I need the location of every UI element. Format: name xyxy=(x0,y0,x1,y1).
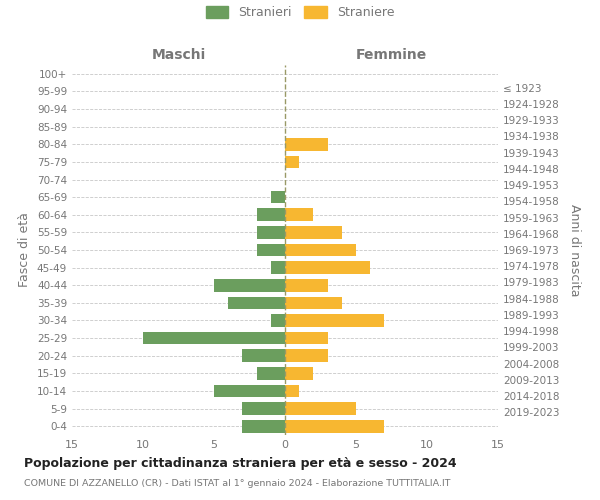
Bar xyxy=(285,314,385,327)
Bar xyxy=(214,384,285,398)
Bar xyxy=(285,367,313,380)
Bar xyxy=(242,420,285,432)
Bar xyxy=(214,279,285,291)
Bar xyxy=(242,350,285,362)
Bar xyxy=(257,367,285,380)
Bar xyxy=(242,402,285,415)
Legend: Stranieri, Straniere: Stranieri, Straniere xyxy=(206,6,394,19)
Y-axis label: Fasce di età: Fasce di età xyxy=(19,212,31,288)
Y-axis label: Anni di nascita: Anni di nascita xyxy=(568,204,581,296)
Bar xyxy=(257,208,285,221)
Bar xyxy=(271,314,285,327)
Bar xyxy=(285,350,328,362)
Bar xyxy=(285,244,356,256)
Bar xyxy=(271,262,285,274)
Bar xyxy=(285,226,342,238)
Bar xyxy=(285,138,328,150)
Bar xyxy=(285,420,385,432)
Bar xyxy=(257,226,285,238)
Bar xyxy=(228,296,285,309)
Bar xyxy=(285,384,299,398)
Bar xyxy=(285,332,328,344)
Bar xyxy=(257,244,285,256)
Bar xyxy=(143,332,285,344)
Bar xyxy=(285,279,328,291)
Bar xyxy=(285,208,313,221)
Bar xyxy=(285,402,356,415)
Text: Maschi: Maschi xyxy=(151,48,206,62)
Bar xyxy=(285,156,299,168)
Bar xyxy=(285,296,342,309)
Bar xyxy=(285,262,370,274)
Text: Popolazione per cittadinanza straniera per età e sesso - 2024: Popolazione per cittadinanza straniera p… xyxy=(24,458,457,470)
Text: Femmine: Femmine xyxy=(356,48,427,62)
Text: COMUNE DI AZZANELLO (CR) - Dati ISTAT al 1° gennaio 2024 - Elaborazione TUTTITAL: COMUNE DI AZZANELLO (CR) - Dati ISTAT al… xyxy=(24,479,451,488)
Bar xyxy=(271,191,285,203)
